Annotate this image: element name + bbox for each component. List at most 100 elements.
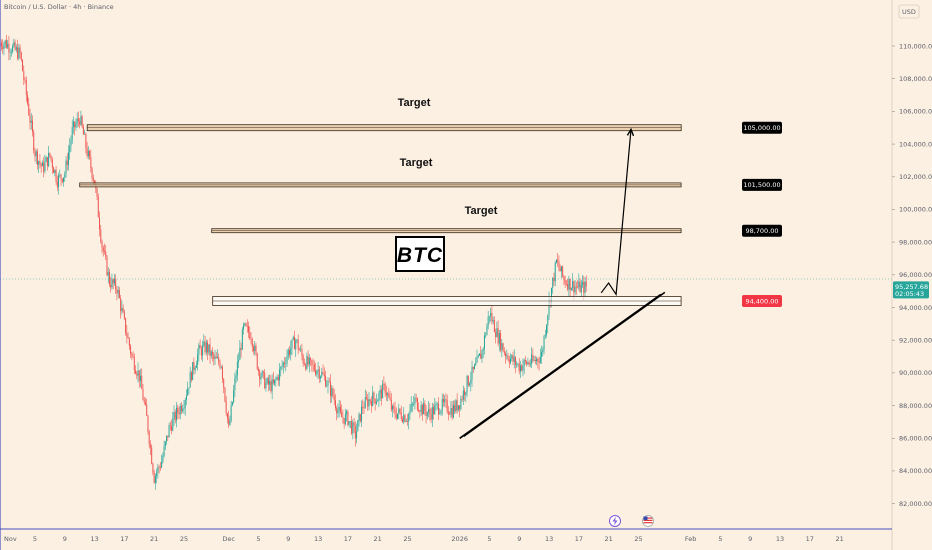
candle-body xyxy=(157,466,159,473)
candle-body xyxy=(277,376,279,381)
candle-body xyxy=(164,441,166,447)
candle-body xyxy=(105,251,107,257)
candle-body xyxy=(529,363,531,365)
candle-body xyxy=(387,393,389,396)
candle-body xyxy=(250,338,252,340)
candle-body xyxy=(149,444,151,448)
candle-body xyxy=(67,152,69,166)
trend-line[interactable] xyxy=(463,291,666,437)
candle-body xyxy=(54,169,56,173)
candle-body xyxy=(368,399,370,407)
candle-body xyxy=(431,407,433,420)
candle-body xyxy=(351,421,353,434)
candle-body xyxy=(33,132,35,151)
candle-body xyxy=(379,389,381,394)
candle-body xyxy=(311,360,313,365)
candle-body xyxy=(455,400,457,412)
candle-body xyxy=(10,52,12,53)
x-tick-label: 5 xyxy=(256,535,260,543)
candle-body xyxy=(174,411,176,421)
candle-body xyxy=(508,359,510,363)
candle-body xyxy=(234,378,236,391)
candle-body xyxy=(192,362,194,381)
candle-body xyxy=(327,381,329,386)
zones xyxy=(79,124,682,306)
candle-body xyxy=(487,316,489,326)
candle-body xyxy=(3,44,5,49)
candle-body xyxy=(39,161,41,164)
candle-body xyxy=(336,408,338,414)
candle-body xyxy=(142,389,144,400)
candle-body xyxy=(243,324,245,330)
candle-body xyxy=(461,398,463,400)
candle-body xyxy=(212,351,214,355)
candle-body xyxy=(513,357,515,362)
candle-body xyxy=(364,397,366,409)
candle-body xyxy=(216,357,218,359)
candle-body xyxy=(65,160,67,175)
candle-body xyxy=(316,371,318,375)
us-flag-icon[interactable] xyxy=(642,515,654,527)
candle-body xyxy=(367,398,369,407)
candle-body xyxy=(510,358,512,363)
lightning-icon[interactable] xyxy=(609,515,621,527)
candle-body xyxy=(293,337,295,350)
candle-body xyxy=(567,284,569,290)
candle-body xyxy=(469,383,471,386)
candle-body xyxy=(188,387,190,389)
candle-body xyxy=(578,281,580,288)
candle-body xyxy=(562,266,564,277)
candle-body xyxy=(531,354,533,364)
candle-body xyxy=(449,413,451,415)
candle-body xyxy=(72,121,74,127)
candle-body xyxy=(552,277,554,288)
candle-body xyxy=(477,355,479,357)
candle-body xyxy=(523,360,525,366)
candle-body xyxy=(246,325,248,327)
candle-body xyxy=(270,381,272,392)
candle-body xyxy=(363,407,365,409)
candle-body xyxy=(579,281,581,293)
candle-body xyxy=(112,279,114,284)
candle-body xyxy=(298,349,300,351)
target-label-1: Target xyxy=(398,97,431,109)
candle-body xyxy=(496,328,498,337)
candle-body xyxy=(348,421,350,425)
x-tick-label: 21 xyxy=(835,535,843,543)
candle-body xyxy=(446,399,448,412)
candle-body xyxy=(77,118,79,121)
candle-body xyxy=(457,405,459,411)
candle-body xyxy=(452,405,454,418)
candle-body xyxy=(158,466,160,468)
candle-body xyxy=(553,277,555,282)
candle-body xyxy=(30,120,32,123)
candle-body xyxy=(521,365,523,371)
candle-body xyxy=(251,339,253,347)
candle-body xyxy=(382,383,384,399)
candle-body xyxy=(254,345,256,352)
candle-body xyxy=(198,345,200,355)
candle-body xyxy=(35,151,37,157)
candle-body xyxy=(86,147,88,157)
x-tick-label: 17 xyxy=(575,535,583,543)
candle-body xyxy=(406,421,408,422)
candle-body xyxy=(43,162,45,172)
candle-body xyxy=(558,261,560,268)
candle-body xyxy=(390,399,392,410)
candle-body xyxy=(388,393,390,398)
candle-body xyxy=(19,47,21,53)
candle-body xyxy=(203,341,205,346)
currency-button[interactable] xyxy=(898,4,920,19)
candle-body xyxy=(92,177,94,181)
candle-body xyxy=(322,372,324,374)
y-tick-label: 98,000.00 xyxy=(899,238,932,246)
candle-body xyxy=(312,364,314,365)
currency-label: USD xyxy=(902,8,916,16)
candle-body xyxy=(213,354,215,359)
candle-body xyxy=(215,356,217,359)
candle-body xyxy=(225,401,227,414)
candle-body xyxy=(267,378,269,385)
candle-body xyxy=(102,247,104,252)
projection-path[interactable] xyxy=(600,129,632,297)
